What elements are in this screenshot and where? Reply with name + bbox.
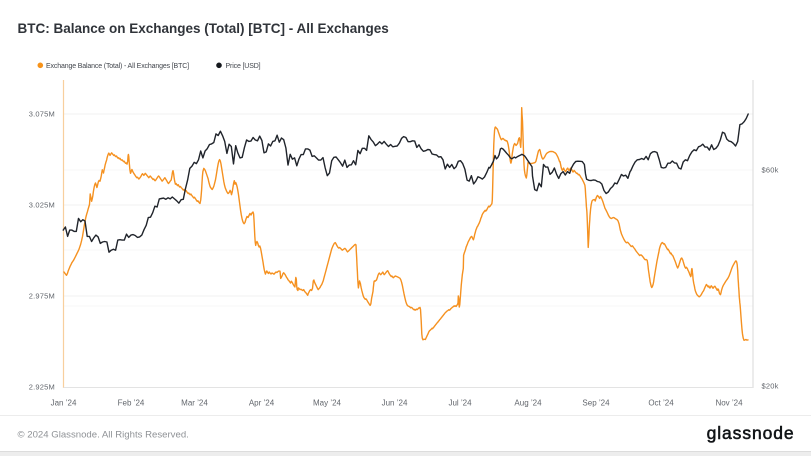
svg-text:Nov ’24: Nov ’24 [715, 399, 743, 408]
svg-text:© 2024 Glassnode. All Rights R: © 2024 Glassnode. All Rights Reserved. [18, 430, 189, 441]
svg-text:BTC: Balance on Exchanges (Tot: BTC: Balance on Exchanges (Total) [BTC] … [18, 21, 389, 36]
svg-text:3.025M: 3.025M [29, 201, 55, 210]
svg-text:$60k: $60k [762, 166, 779, 175]
svg-text:Price [USD]: Price [USD] [226, 63, 261, 70]
svg-text:Jul ’24: Jul ’24 [448, 399, 472, 408]
svg-text:Feb ’24: Feb ’24 [118, 399, 145, 408]
svg-text:Oct ’24: Oct ’24 [648, 399, 674, 408]
svg-text:May ’24: May ’24 [313, 399, 342, 408]
svg-text:Jun ’24: Jun ’24 [382, 399, 408, 408]
svg-text:3.075M: 3.075M [29, 110, 55, 119]
svg-text:2.925M: 2.925M [29, 383, 55, 392]
svg-text:$20k: $20k [762, 382, 779, 391]
svg-text:glassnode: glassnode [707, 423, 795, 443]
svg-text:Aug ’24: Aug ’24 [514, 399, 542, 408]
svg-text:2.975M: 2.975M [29, 292, 55, 301]
svg-text:Sep ’24: Sep ’24 [582, 399, 610, 408]
svg-text:Mar ’24: Mar ’24 [181, 399, 208, 408]
svg-text:Exchange Balance (Total) - All: Exchange Balance (Total) - All Exchanges… [46, 63, 189, 70]
svg-text:Jan ’24: Jan ’24 [51, 399, 77, 408]
svg-text:Apr ’24: Apr ’24 [249, 399, 275, 408]
